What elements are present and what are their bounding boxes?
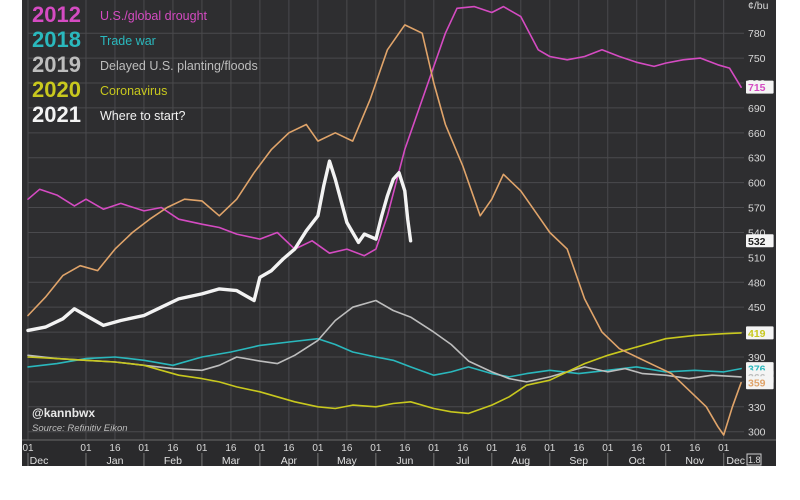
chart-svg: 3003303603904204504805105405706006306606… — [22, 0, 776, 466]
x-day-tick-label: 16 — [225, 443, 237, 454]
legend-label-2019: Delayed U.S. planting/floods — [100, 59, 258, 73]
series-line-2021 — [26, 159, 413, 333]
x-month-label: Dec — [726, 455, 745, 466]
end-value-label-2021: 532 — [748, 236, 766, 248]
x-month-label: Aug — [511, 455, 530, 466]
x-day-tick-label: 01 — [544, 443, 556, 454]
x-day-tick-label: 01 — [660, 443, 672, 454]
x-month-label: May — [337, 455, 358, 466]
y-tick-label: 390 — [748, 352, 766, 364]
axes: 3003303603904204504805105405706006306606… — [22, 0, 776, 466]
x-day-tick-label: 01 — [486, 443, 498, 454]
end-label-box — [746, 326, 774, 340]
source-note: Source: Refinitiv Eikon — [32, 423, 128, 434]
legend-label-2020: Coronavirus — [100, 84, 167, 98]
x-month-label: Jun — [396, 455, 413, 466]
legend-label-2018: Trade war — [100, 34, 156, 48]
x-month-label: Nov — [685, 455, 704, 466]
x-month-label: Mar — [222, 455, 241, 466]
x-day-tick-label: 16 — [457, 443, 469, 454]
x-month-label: Sep — [569, 455, 588, 466]
end-label-box — [746, 376, 774, 390]
x-day-tick-label: 01 — [602, 443, 614, 454]
end-value-label-2012: 715 — [748, 82, 766, 94]
legend-year-2021: 2021 — [32, 102, 81, 127]
end-label-box — [746, 234, 774, 248]
x-month-label: Feb — [164, 455, 182, 466]
series-lines — [26, 5, 742, 436]
legend-year-2019: 2019 — [32, 52, 81, 77]
x-day-tick-label: 01 — [312, 443, 324, 454]
y-tick-label: 300 — [748, 427, 766, 439]
attribution: @kannbwx — [32, 406, 95, 420]
y-tick-label: 750 — [748, 53, 766, 65]
y-tick-label: 690 — [748, 103, 766, 115]
y-tick-label: 660 — [748, 128, 766, 140]
x-day-tick-label: 01 — [428, 443, 440, 454]
legend-label-2012: U.S./global drought — [100, 9, 208, 23]
y-tick-label: 450 — [748, 302, 766, 314]
x-month-label: Jul — [456, 455, 469, 466]
y-tick-label: 780 — [748, 28, 766, 40]
x-day-tick-label: 01 — [22, 443, 34, 454]
y-unit-label: ¢/bu — [748, 0, 769, 12]
x-day-tick-label: 01 — [196, 443, 208, 454]
x-day-tick-label: 01 — [370, 443, 382, 454]
series-line-2018 — [27, 337, 742, 378]
x-day-tick-label: 16 — [573, 443, 585, 454]
chart: 3003303603904204504805105405706006306606… — [22, 0, 776, 466]
x-day-tick-label: 01 — [254, 443, 266, 454]
series-line-unlabeled — [27, 24, 742, 436]
x-day-tick-label: 16 — [283, 443, 295, 454]
end-value-labels: 715376366419532359 — [746, 80, 774, 390]
legend-year-2018: 2018 — [32, 27, 81, 52]
x-month-label: Jan — [106, 455, 123, 466]
x-day-tick-label: 16 — [515, 443, 527, 454]
x-day-tick-label: 16 — [167, 443, 179, 454]
x-day-tick-label: 16 — [689, 443, 701, 454]
x-axis-band — [22, 440, 776, 466]
end-label-box — [746, 80, 774, 94]
series-line-2020 — [27, 332, 742, 415]
legend: 2012 U.S./global drought 2018 Trade war 2019… — [32, 2, 258, 127]
x-day-tick-label: 01 — [80, 443, 92, 454]
x-day-tick-label: 16 — [341, 443, 353, 454]
x-month-label: Dec — [30, 455, 49, 466]
annotations: @kannbwx Source: Refinitiv Eikon — [32, 406, 128, 434]
y-tick-label: 480 — [748, 277, 766, 289]
y-tick-label: 570 — [748, 203, 766, 215]
end-value-label-unlabeled: 359 — [748, 378, 766, 390]
x-day-tick-label: 01 — [718, 443, 730, 454]
series-line-2019 — [27, 299, 742, 383]
y-tick-label: 630 — [748, 153, 766, 165]
x-month-label: Apr — [281, 455, 298, 466]
y-tick-label: 510 — [748, 252, 766, 264]
end-value-label-2020: 419 — [748, 328, 766, 340]
y-tick-label: 330 — [748, 402, 766, 414]
legend-year-2012: 2012 — [32, 2, 81, 27]
x-month-label: Oct — [629, 455, 645, 466]
x-day-tick-label: 16 — [109, 443, 121, 454]
corner-value: 1.8 — [748, 455, 761, 465]
series-line-2012 — [27, 5, 742, 257]
corner-value-box — [746, 453, 762, 466]
x-day-tick-label: 01 — [138, 443, 150, 454]
legend-label-2021: Where to start? — [100, 109, 185, 123]
legend-year-2020: 2020 — [32, 77, 81, 102]
x-day-tick-label: 16 — [399, 443, 411, 454]
x-day-tick-label: 16 — [631, 443, 643, 454]
y-tick-label: 600 — [748, 178, 766, 190]
